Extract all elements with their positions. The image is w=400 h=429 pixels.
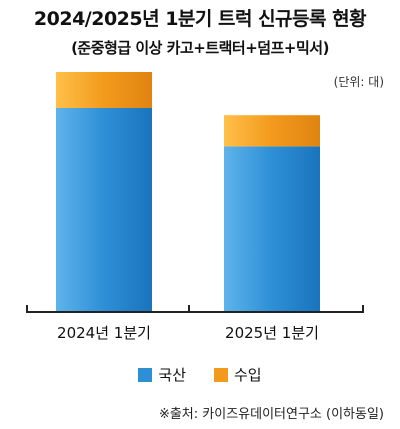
bar-domestic-1 [56,108,152,312]
legend-swatch-imported [214,367,228,382]
bar-domestic-2 [224,146,320,312]
bar-imported-1 [56,72,152,108]
legend-label-domestic: 국산 [158,366,186,384]
legend: 국산 수입 [0,364,400,385]
legend-item-imported: 수입 [214,364,262,385]
legend-swatch-domestic [138,367,153,382]
source-note: ※출처: 카이즈유데이터연구소 (이하동일) [158,407,384,422]
bar-imported-2 [224,115,320,147]
legend-label-imported: 수입 [234,366,262,384]
unit-label: (단위: 대) [333,75,384,89]
chart-title: 2024/2025년 1분기 트럭 신규등록 현황 [33,8,367,30]
x-tick-label-1: 2024년 1분기 [57,324,151,342]
legend-item-domestic: 국산 [138,364,186,385]
chart-subtitle: (준중형급 이상 카고+트랙터+덤프+믹서) [71,39,329,57]
x-tick-label-2: 2025년 1분기 [225,324,319,342]
